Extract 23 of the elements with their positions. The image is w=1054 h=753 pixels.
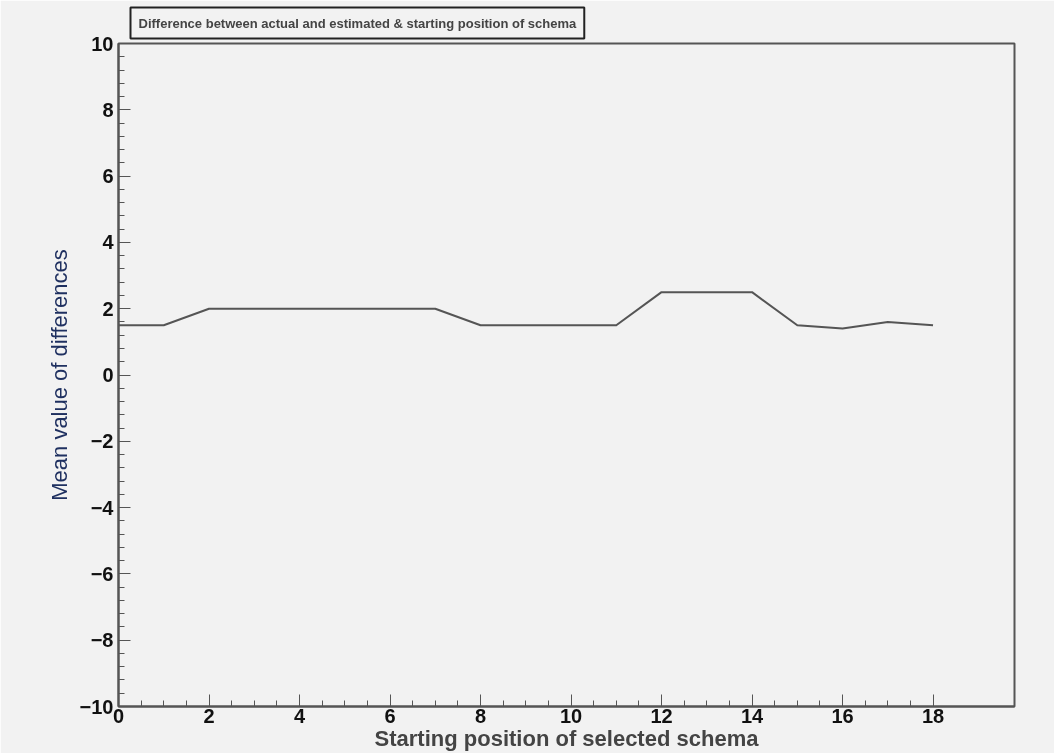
x-tick-label: 12 <box>650 704 673 727</box>
y-tick-label: 6 <box>102 165 114 188</box>
y-tick-label: 10 <box>91 32 114 55</box>
y-tick-label: −8 <box>90 629 114 652</box>
y-tick-label: −10 <box>79 695 114 718</box>
y-tick-label: −6 <box>90 562 114 585</box>
x-tick-label: 10 <box>559 704 583 727</box>
x-tick-label: 4 <box>293 704 306 727</box>
y-tick-label: 0 <box>102 364 114 386</box>
x-tick-label: 2 <box>203 704 215 727</box>
x-tick-label: 18 <box>921 704 945 727</box>
y-tick-label: 8 <box>102 98 114 121</box>
x-axis-title: Starting position of selected schema <box>374 725 760 751</box>
chart-title: Difference between actual and estimated & starting position of schema <box>138 15 578 31</box>
x-tick-label: 16 <box>831 704 854 727</box>
x-tick-label: 14 <box>740 704 765 727</box>
y-axis-title: Mean value of differences <box>46 249 72 501</box>
y-tick-label: 2 <box>102 297 114 320</box>
y-tick-label: 4 <box>102 231 115 254</box>
y-tick-label: −2 <box>90 430 114 453</box>
y-tick-label: −4 <box>90 496 115 519</box>
x-tick-label: 6 <box>384 704 396 727</box>
x-tick-label: 8 <box>474 704 487 727</box>
